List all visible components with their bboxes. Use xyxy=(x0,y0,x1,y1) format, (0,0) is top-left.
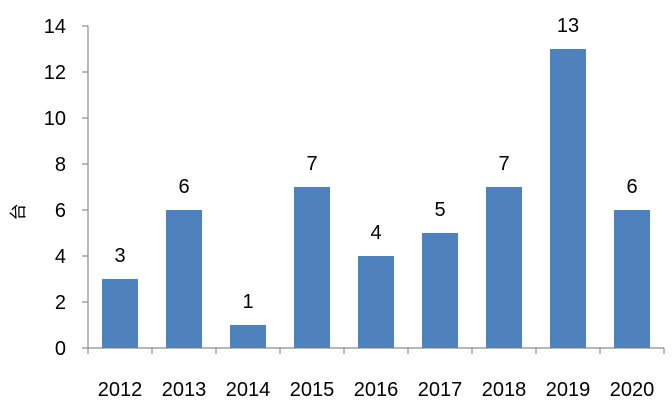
data-label-2020: 6 xyxy=(626,176,637,198)
y-tick-label: 2 xyxy=(55,292,66,314)
data-label-2017: 5 xyxy=(434,199,445,221)
bar-2018 xyxy=(486,187,522,348)
y-tick-label: 0 xyxy=(55,338,66,360)
y-tick-label: 8 xyxy=(55,154,66,176)
x-tick-label-2018: 2018 xyxy=(482,379,527,401)
bar-2017 xyxy=(422,233,458,348)
data-label-2014: 1 xyxy=(242,291,253,313)
x-axis: 2012 2013 2014 2015 2016 2017 2018 2019 2020 xyxy=(87,347,665,401)
bar-2016 xyxy=(358,256,394,348)
data-label-2018: 7 xyxy=(498,153,509,175)
bar-2015 xyxy=(294,187,330,348)
y-tick-label: 12 xyxy=(44,62,66,84)
data-label-2019: 13 xyxy=(557,15,579,37)
y-axis: 0 2 4 6 8 10 12 14 xyxy=(44,16,89,360)
data-label-2016: 4 xyxy=(370,222,381,244)
y-axis-label: 台 xyxy=(9,204,29,221)
x-tick-label-2017: 2017 xyxy=(418,379,463,401)
x-tick-label-2013: 2013 xyxy=(162,379,207,401)
bar-2020 xyxy=(614,210,650,348)
x-tick-label-2020: 2020 xyxy=(610,379,655,401)
data-label-2013: 6 xyxy=(178,176,189,198)
bar-2013 xyxy=(166,210,202,348)
x-tick-label-2012: 2012 xyxy=(98,379,143,401)
bar-2014 xyxy=(230,325,266,348)
bars xyxy=(102,49,650,348)
y-tick-label: 6 xyxy=(55,200,66,222)
y-tick-label: 14 xyxy=(44,16,66,38)
x-tick-label-2015: 2015 xyxy=(290,379,335,401)
data-label-2015: 7 xyxy=(306,153,317,175)
x-tick-label-2016: 2016 xyxy=(354,379,399,401)
data-label-2012: 3 xyxy=(114,245,125,267)
bar-2019 xyxy=(550,49,586,348)
x-tick-label-2019: 2019 xyxy=(546,379,591,401)
bar-2012 xyxy=(102,279,138,348)
y-tick-label: 10 xyxy=(44,108,66,130)
x-tick-label-2014: 2014 xyxy=(226,379,271,401)
data-labels: 3 6 1 7 4 5 7 13 6 xyxy=(114,15,637,313)
y-tick-label: 4 xyxy=(55,246,66,268)
